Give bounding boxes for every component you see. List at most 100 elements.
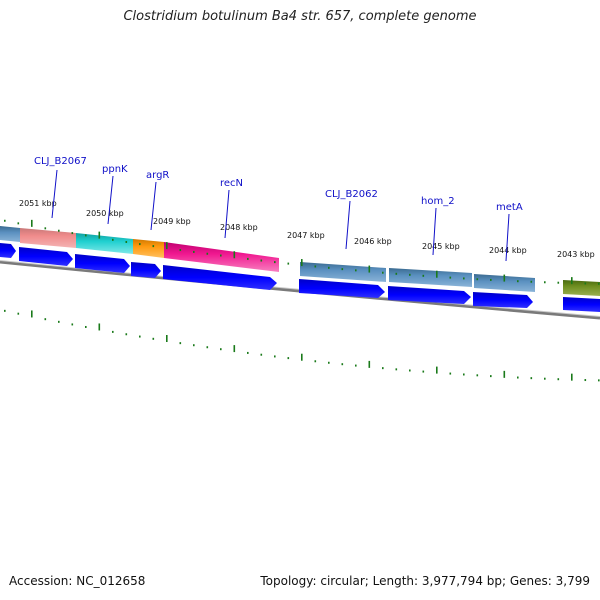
outer-tick-mark (422, 274, 425, 277)
cds-arrow[interactable] (131, 262, 161, 278)
outer-tick-mark (206, 252, 209, 255)
outer-tick-mark (476, 278, 479, 281)
inner-tick-mark (17, 312, 20, 315)
outer-tick-mark (85, 234, 87, 237)
cds-arrow[interactable] (388, 286, 471, 304)
inner-tick-mark (436, 366, 438, 374)
inner-tick-mark (220, 348, 222, 351)
inner-tick-ring (4, 309, 600, 382)
inner-tick-mark (557, 378, 560, 381)
inner-tick-mark (314, 360, 317, 363)
inner-tick-mark (530, 377, 533, 380)
cds-arrow[interactable] (299, 279, 385, 298)
outer-tick-mark (598, 282, 600, 285)
inner-tick-mark (328, 361, 330, 364)
inner-tick-mark (409, 369, 411, 372)
inner-tick-mark (4, 309, 6, 312)
gene-label-argr[interactable]: argR (146, 170, 169, 181)
cds-arrow[interactable] (473, 292, 533, 308)
inner-tick-mark (85, 325, 87, 328)
outer-tick-mark (139, 243, 141, 246)
tick-label-2043-kbp: 2043 kbp (557, 250, 595, 259)
cds-arrow[interactable] (75, 254, 130, 273)
gene-label-recn[interactable]: recN (220, 178, 243, 189)
inner-tick-mark (166, 335, 168, 343)
genome-summary-text: Topology: circular; Length: 3,977,794 bp… (260, 574, 590, 588)
inner-tick-mark (463, 373, 465, 376)
outer-tick-mark (166, 242, 168, 250)
inner-tick-mark (58, 320, 60, 323)
outer-tick-mark (368, 265, 371, 273)
gene-label-hom-2[interactable]: hom_2 (421, 196, 455, 207)
gene-block-clj-b2067[interactable] (20, 228, 76, 248)
tick-label-2046-kbp: 2046 kbp (354, 237, 392, 246)
outer-tick-mark (544, 281, 546, 284)
inner-tick-mark (517, 376, 519, 379)
leader-line-argr (150, 181, 157, 231)
outer-tick-mark (328, 266, 330, 269)
outer-tick-mark (301, 259, 303, 267)
outer-tick-ring (4, 219, 600, 285)
outer-tick-mark (220, 254, 222, 257)
inner-tick-mark (112, 330, 114, 333)
gene-label-clj-b2062[interactable]: CLJ_B2062 (325, 189, 378, 200)
outer-tick-mark (355, 269, 357, 272)
gene-label-clj-b2067[interactable]: CLJ_B2067 (34, 156, 87, 167)
inner-tick-mark (71, 323, 74, 326)
outer-tick-mark (409, 273, 411, 276)
cds-arrow[interactable] (163, 265, 277, 290)
cds-arrow[interactable] (0, 243, 16, 258)
outer-tick-mark (274, 261, 276, 264)
tick-label-2047-kbp: 2047 kbp (287, 231, 325, 240)
inner-tick-mark (274, 355, 276, 358)
leader-line-meta (505, 213, 510, 262)
inner-tick-mark (98, 323, 101, 331)
outer-tick-mark (382, 271, 384, 274)
outer-tick-mark (125, 240, 128, 243)
inner-tick-mark (139, 335, 141, 338)
gene-block-clj-b2062[interactable] (300, 262, 386, 282)
inner-tick-mark (584, 379, 587, 382)
outer-tick-mark (557, 281, 560, 284)
outer-tick-mark (233, 251, 236, 259)
outer-tick-mark (260, 259, 263, 262)
outer-tick-mark (517, 280, 519, 283)
outer-tick-mark (436, 270, 438, 278)
inner-tick-mark (44, 318, 47, 321)
outer-tick-mark (31, 219, 33, 227)
outer-tick-mark (4, 219, 6, 222)
gene-block-clj-b2067-start[interactable] (0, 226, 20, 242)
inner-tick-mark (152, 337, 155, 340)
inner-tick-mark (31, 310, 33, 318)
outer-tick-mark (193, 250, 195, 253)
gene-label-ppnk[interactable]: ppnK (102, 164, 128, 175)
gene-block-argr[interactable] (133, 239, 164, 258)
gene-block-recn[interactable] (164, 242, 279, 272)
inner-tick-mark (422, 370, 425, 373)
outer-tick-mark (503, 274, 506, 282)
outer-tick-mark (112, 238, 114, 241)
inner-tick-mark (571, 373, 573, 381)
inner-tick-mark (544, 377, 546, 380)
accession-text: Accession: NC_012658 (9, 574, 146, 588)
outer-tick-mark (463, 277, 465, 280)
outer-tick-mark (449, 276, 452, 279)
cds-arrow[interactable] (19, 247, 73, 266)
gene-block-hom-2[interactable] (389, 268, 472, 287)
gene-block-olive[interactable] (563, 280, 600, 296)
leader-line-ppnk (107, 175, 114, 225)
gene-block-ppnk[interactable] (76, 233, 133, 254)
inner-tick-mark (395, 368, 398, 371)
outer-tick-mark (98, 231, 101, 239)
inner-tick-mark (449, 372, 452, 375)
outer-tick-mark (287, 262, 290, 265)
outer-tick-mark (17, 222, 20, 225)
tick-label-2051-kbp: 2051 kbp (19, 199, 57, 208)
cds-arrow[interactable] (563, 297, 600, 312)
inner-tick-mark (125, 333, 128, 336)
gene-label-meta[interactable]: metA (496, 202, 523, 213)
outer-tick-mark (530, 280, 533, 283)
inner-tick-mark (598, 379, 600, 382)
gene-block-meta[interactable] (474, 274, 535, 292)
